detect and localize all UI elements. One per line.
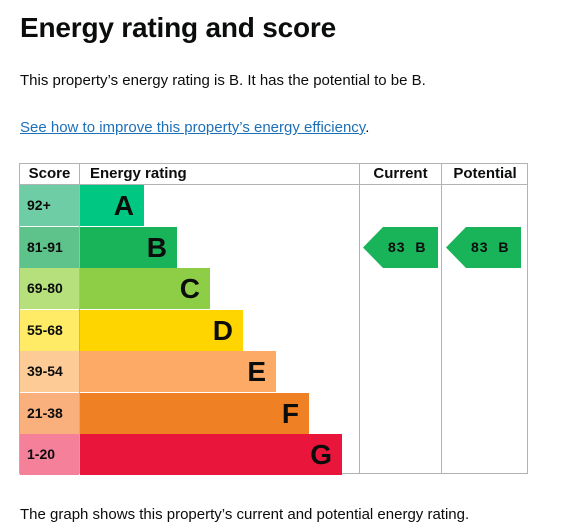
header-current: Current bbox=[373, 165, 428, 182]
rating-letter-b: B bbox=[146, 231, 167, 263]
score-range-a: 92+ bbox=[20, 185, 79, 226]
rating-letter-a: A bbox=[113, 190, 134, 221]
chart-caption: The graph shows this property’s current … bbox=[20, 506, 470, 523]
current-rating-arrow: 83 B bbox=[363, 226, 438, 268]
improve-efficiency-link[interactable]: See how to improve this property’s energ… bbox=[20, 119, 366, 136]
rating-bar-a: A bbox=[80, 185, 144, 226]
rating-bar-f: F bbox=[80, 392, 309, 434]
current-rating-arrow-label: 83 B bbox=[388, 238, 427, 255]
score-range-d: 55-68 bbox=[20, 309, 79, 351]
potential-rating-arrow: 83 B bbox=[446, 226, 521, 268]
score-range-b: 81-91 bbox=[20, 226, 79, 268]
potential-rating-arrow-label: 83 B bbox=[471, 238, 510, 255]
rating-letter-g: G bbox=[310, 439, 332, 470]
potential-rating-arrow-shape bbox=[446, 226, 521, 268]
header-score: Score bbox=[28, 165, 71, 182]
score-range-f: 21-38 bbox=[20, 392, 79, 434]
current-column-divider bbox=[359, 164, 360, 473]
improve-suffix: . bbox=[365, 119, 370, 136]
rating-letter-d: D bbox=[212, 314, 233, 346]
header-potential: Potential bbox=[453, 165, 517, 182]
rating-bar-g: G bbox=[80, 434, 342, 475]
rating-bar-e: E bbox=[80, 351, 276, 392]
rating-bar-b: B bbox=[80, 226, 177, 268]
current-rating-arrow-shape bbox=[363, 226, 438, 268]
score-range-c: 69-80 bbox=[20, 268, 79, 309]
score-range-e: 39-54 bbox=[20, 351, 79, 392]
energy-rating-chart: Score Energy rating Current Potential 92… bbox=[19, 163, 528, 475]
header-energy-rating: Energy rating bbox=[90, 165, 187, 182]
rating-letter-c: C bbox=[179, 273, 200, 304]
rating-summary: This property’s energy rating is B. It h… bbox=[20, 72, 426, 89]
rating-bar-d: D bbox=[80, 309, 243, 351]
rating-letter-e: E bbox=[247, 356, 266, 387]
page-title: Energy rating and score bbox=[20, 12, 336, 43]
rating-bar-c: C bbox=[80, 268, 210, 309]
header-divider bbox=[20, 184, 527, 185]
score-range-g: 1-20 bbox=[20, 434, 79, 475]
score-column-divider bbox=[79, 164, 80, 473]
rating-letter-f: F bbox=[281, 397, 299, 429]
potential-column-divider bbox=[441, 164, 442, 473]
improve-line: See how to improve this property’s energ… bbox=[20, 119, 369, 136]
